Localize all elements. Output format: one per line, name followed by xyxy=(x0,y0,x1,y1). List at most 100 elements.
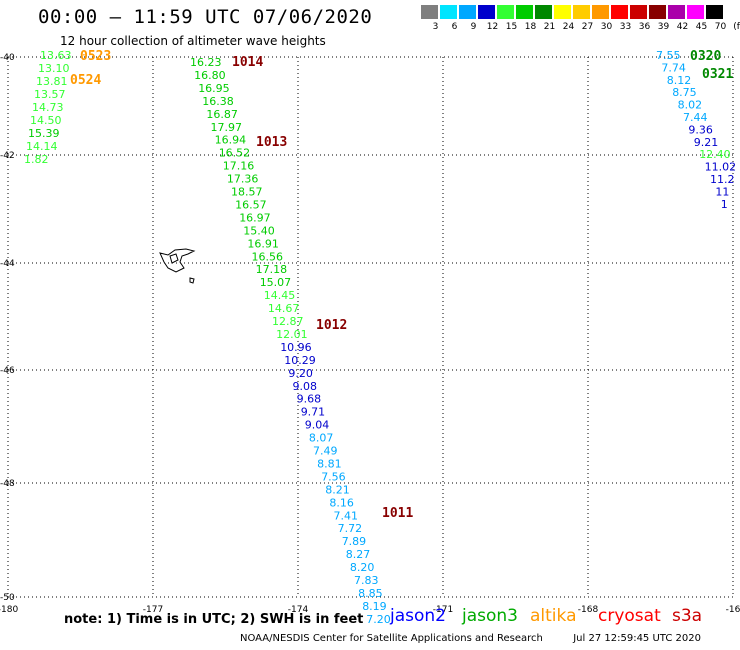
swh-value: 17.36 xyxy=(227,173,259,186)
legend-swatch xyxy=(554,5,571,19)
swh-value: 16.23 xyxy=(190,56,222,69)
swh-value: 8.20 xyxy=(350,561,375,574)
swh-value: 7.44 xyxy=(683,111,708,124)
swh-value: 16.56 xyxy=(252,250,284,263)
latitude-label: -50 xyxy=(0,593,15,603)
legend-swatch xyxy=(497,5,514,19)
swh-value: 9.20 xyxy=(288,367,313,380)
island-outline xyxy=(159,248,196,284)
page-title: 00:00 — 11:59 UTC 07/06/2020 xyxy=(38,6,373,28)
legend-swatch xyxy=(630,5,647,19)
swh-value: 8.07 xyxy=(309,432,334,445)
legend-swatch xyxy=(459,5,476,19)
satellite-name: jason2 xyxy=(390,606,446,626)
legend-label: 39 xyxy=(657,22,670,32)
legend-label: 24 xyxy=(562,22,575,32)
latitude-label: -44 xyxy=(0,259,15,269)
pass-label: 1012 xyxy=(316,318,347,333)
swh-value: 7.49 xyxy=(313,445,338,458)
swh-value: 16.52 xyxy=(219,147,251,160)
swh-value: 12.40 xyxy=(699,148,731,161)
swh-value: 14.50 xyxy=(30,114,62,127)
swh-value: 8.12 xyxy=(667,74,692,87)
legend-swatch xyxy=(440,5,457,19)
swh-value: 9.04 xyxy=(305,419,330,432)
longitude-label: -16 xyxy=(726,605,740,615)
legend-swatch xyxy=(706,5,723,19)
legend-swatch xyxy=(573,5,590,19)
legend-swatch xyxy=(649,5,666,19)
swh-value: 7.41 xyxy=(334,509,359,522)
swh-value: 10.29 xyxy=(284,354,316,367)
pass-label: 1011 xyxy=(382,506,413,521)
satellite-name: altika xyxy=(530,606,577,626)
legend-swatch xyxy=(668,5,685,19)
altimeter-tracks: 13.6313.1013.8113.5714.7314.5015.3914.14… xyxy=(24,49,736,626)
legend-label: 12 xyxy=(486,22,499,32)
legend-label: 15 xyxy=(505,22,518,32)
longitude-label: -174 xyxy=(288,605,309,615)
legend-label: 30 xyxy=(600,22,613,32)
swh-value: 7.74 xyxy=(661,61,686,74)
longitude-label: -168 xyxy=(578,605,599,615)
satellite-name: jason3 xyxy=(462,606,518,626)
axis-labels: -180 -177 -174 -171 -168 -16 -40 -42 -44 -46 -48 -5… xyxy=(0,53,740,615)
legend-swatch xyxy=(687,5,704,19)
swh-value: 8.75 xyxy=(672,86,697,99)
swh-value: 16.38 xyxy=(202,95,234,108)
legend-label: 6 xyxy=(451,22,458,32)
swh-value: 8.21 xyxy=(325,483,350,496)
legend-swatch xyxy=(535,5,552,19)
swh-value: 13.81 xyxy=(36,75,68,88)
swh-value: 8.85 xyxy=(358,587,383,600)
swh-value: 8.19 xyxy=(362,600,387,613)
swh-value: 16.91 xyxy=(247,237,279,250)
swh-value: 13.10 xyxy=(38,62,70,75)
swh-value: 9.21 xyxy=(694,136,719,149)
swh-value: 10.96 xyxy=(280,341,312,354)
legend-label: 9 xyxy=(470,22,477,32)
latitude-label: -40 xyxy=(0,53,15,63)
swh-value: 16.95 xyxy=(198,82,230,95)
swh-value: 16.57 xyxy=(235,198,267,211)
legend-swatch xyxy=(611,5,628,19)
swh-value: 9.08 xyxy=(293,380,318,393)
swh-value: 17.18 xyxy=(256,263,288,276)
satellite-name: cryosat xyxy=(598,606,661,626)
legend-swatch xyxy=(478,5,495,19)
pass-label: 0321 xyxy=(702,67,733,82)
pass-label: 0523 xyxy=(80,49,111,64)
footer-agency: NOAA/NESDIS Center for Satellite Applica… xyxy=(240,633,543,644)
pass-label: 0320 xyxy=(690,49,721,64)
pass-label: 1013 xyxy=(256,135,287,150)
swh-value: 14.73 xyxy=(32,101,64,114)
satellite-name: s3a xyxy=(672,606,703,626)
swh-value: 9.68 xyxy=(297,393,322,406)
pass-labels: 0523 0524 1014 1013 1012 1011 0320 0321 xyxy=(70,49,733,521)
latitude-label: -48 xyxy=(0,479,15,489)
swh-value: 15.39 xyxy=(28,127,60,140)
swh-value: 16.80 xyxy=(194,69,226,82)
swh-value: 11.02 xyxy=(705,161,737,174)
swh-value: 9.71 xyxy=(301,406,326,419)
swh-value: 13.57 xyxy=(34,88,66,101)
swh-value: 12.01 xyxy=(276,328,308,341)
swh-value: 11.2 xyxy=(710,173,735,186)
legend-unit: (ft) xyxy=(733,22,740,32)
swh-value: 7.89 xyxy=(342,535,367,548)
legend-label: 36 xyxy=(638,22,651,32)
swh-value: 8.02 xyxy=(678,99,703,112)
page-subtitle: 12 hour collection of altimeter wave hei… xyxy=(60,34,326,48)
swh-value: 14.45 xyxy=(264,289,296,302)
legend-swatch xyxy=(421,5,438,19)
note-text: note: 1) Time is in UTC; 2) SWH is in fe… xyxy=(64,612,364,627)
swh-value: 8.16 xyxy=(329,496,354,509)
longitude-label: -180 xyxy=(0,605,18,615)
swh-value: 9.36 xyxy=(688,123,713,136)
latitude-label: -46 xyxy=(0,366,15,376)
legend-label: 18 xyxy=(524,22,537,32)
pass-label: 1014 xyxy=(232,55,263,70)
longitude-label: -171 xyxy=(433,605,453,615)
swh-value: 1 xyxy=(721,198,728,211)
